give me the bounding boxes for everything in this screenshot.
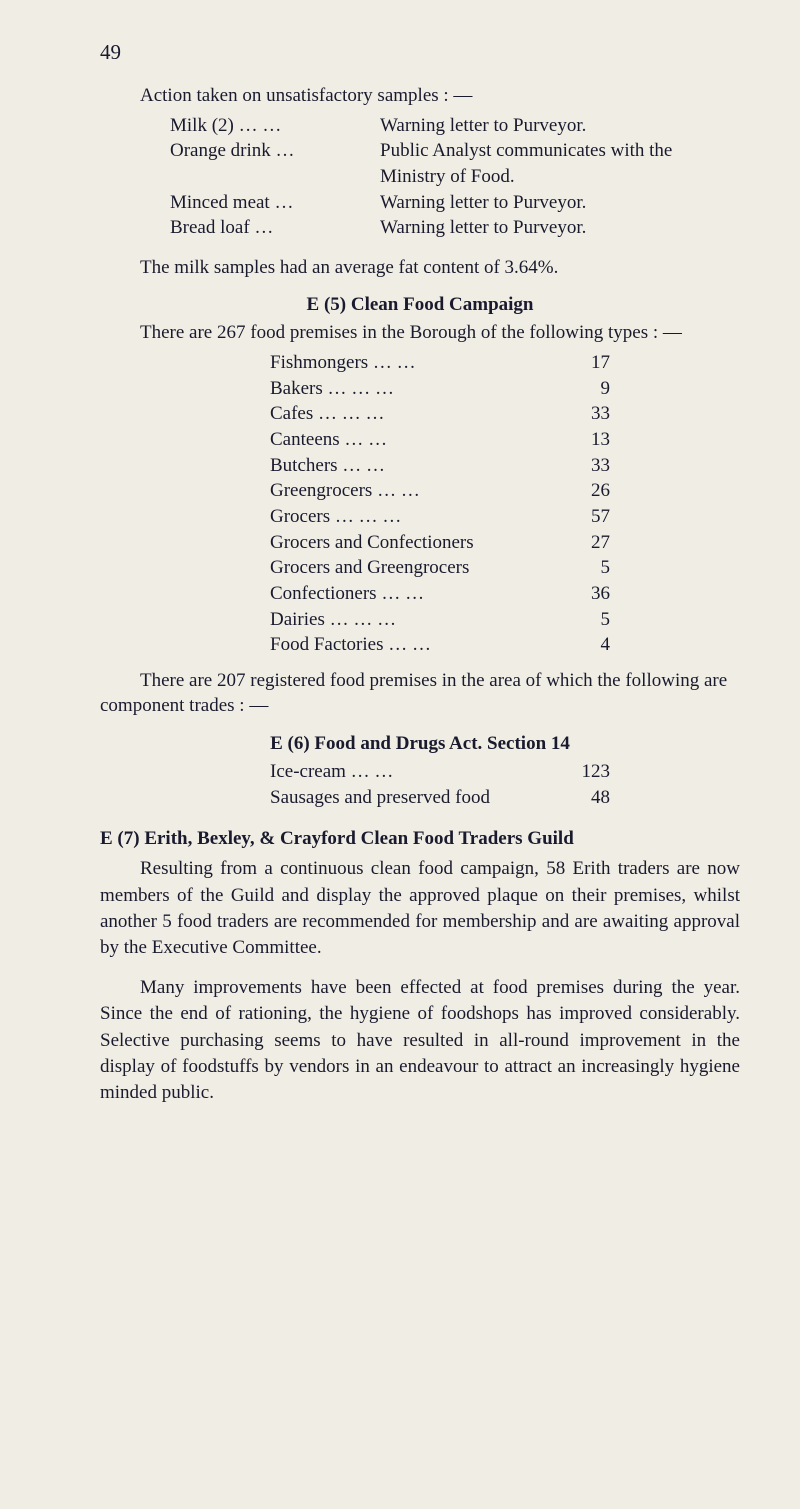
count-row: Fishmongers … … 17 xyxy=(270,350,740,376)
count-value: 27 xyxy=(560,530,610,556)
count-row: Bakers … … … 9 xyxy=(270,376,740,402)
action-row: Orange drink … Public Analyst communicat… xyxy=(170,138,740,189)
count-value: 17 xyxy=(560,350,610,376)
count-row: Grocers and Greengrocers 5 xyxy=(270,555,740,581)
count-value: 5 xyxy=(560,555,610,581)
action-item: Bread loaf … xyxy=(170,215,380,241)
count-label: Ice-cream … … xyxy=(270,759,560,785)
action-result: Warning letter to Purveyor. xyxy=(380,113,740,139)
count-value: 5 xyxy=(560,607,610,633)
count-row: Confectioners … … 36 xyxy=(270,581,740,607)
e6-count-list: Ice-cream … … 123 Sausages and preserved… xyxy=(270,759,740,810)
count-label: Sausages and preserved food xyxy=(270,785,560,811)
action-row: Bread loaf … Warning letter to Purveyor. xyxy=(170,215,740,241)
count-label: Cafes … … … xyxy=(270,401,560,427)
section-e5-outro: There are 207 registered food premises i… xyxy=(100,668,740,719)
count-label: Bakers … … … xyxy=(270,376,560,402)
milk-line: The milk samples had an average fat cont… xyxy=(100,255,740,281)
action-row: Milk (2) … … Warning letter to Purveyor. xyxy=(170,113,740,139)
action-item: Minced meat … xyxy=(170,190,380,216)
count-label: Confectioners … … xyxy=(270,581,560,607)
count-label: Fishmongers … … xyxy=(270,350,560,376)
count-value: 9 xyxy=(560,376,610,402)
count-row: Dairies … … … 5 xyxy=(270,607,740,633)
count-label: Canteens … … xyxy=(270,427,560,453)
count-label: Food Factories … … xyxy=(270,632,560,658)
count-value: 123 xyxy=(560,759,610,785)
e7-para1: Resulting from a continuous clean food c… xyxy=(100,856,740,961)
page-container: 49 Action taken on unsatisfactory sample… xyxy=(0,0,800,1170)
action-list: Milk (2) … … Warning letter to Purveyor.… xyxy=(170,113,740,241)
count-row: Ice-cream … … 123 xyxy=(270,759,740,785)
action-row: Minced meat … Warning letter to Purveyor… xyxy=(170,190,740,216)
count-value: 13 xyxy=(560,427,610,453)
count-row: Greengrocers … … 26 xyxy=(270,478,740,504)
e7-para2: Many improvements have been effected at … xyxy=(100,975,740,1106)
count-row: Butchers … … 33 xyxy=(270,453,740,479)
count-value: 33 xyxy=(560,453,610,479)
action-item: Orange drink … xyxy=(170,138,380,189)
page-number: 49 xyxy=(100,40,740,65)
intro-line: Action taken on unsatisfactory samples :… xyxy=(100,83,740,109)
count-row: Food Factories … … 4 xyxy=(270,632,740,658)
count-label: Grocers … … … xyxy=(270,504,560,530)
action-result: Warning letter to Purveyor. xyxy=(380,190,740,216)
action-result: Public Analyst communicates with the Min… xyxy=(380,138,740,189)
count-label: Butchers … … xyxy=(270,453,560,479)
count-label: Dairies … … … xyxy=(270,607,560,633)
count-value: 4 xyxy=(560,632,610,658)
count-label: Grocers and Confectioners xyxy=(270,530,560,556)
count-value: 57 xyxy=(560,504,610,530)
count-value: 26 xyxy=(560,478,610,504)
count-row: Grocers … … … 57 xyxy=(270,504,740,530)
section-e5-heading: E (5) Clean Food Campaign xyxy=(100,294,740,316)
e5-count-list: Fishmongers … … 17 Bakers … … … 9 Cafes … xyxy=(270,350,740,658)
count-row: Sausages and preserved food 48 xyxy=(270,785,740,811)
action-result: Warning letter to Purveyor. xyxy=(380,215,740,241)
count-value: 33 xyxy=(560,401,610,427)
count-row: Cafes … … … 33 xyxy=(270,401,740,427)
count-row: Canteens … … 13 xyxy=(270,427,740,453)
action-item: Milk (2) … … xyxy=(170,113,380,139)
count-value: 48 xyxy=(560,785,610,811)
count-row: Grocers and Confectioners 27 xyxy=(270,530,740,556)
count-label: Greengrocers … … xyxy=(270,478,560,504)
count-value: 36 xyxy=(560,581,610,607)
section-e6-heading: E (6) Food and Drugs Act. Section 14 xyxy=(100,733,740,755)
section-e5-intro: There are 267 food premises in the Borou… xyxy=(100,320,740,346)
count-label: Grocers and Greengrocers xyxy=(270,555,560,581)
section-e7-heading: E (7) Erith, Bexley, & Crayford Clean Fo… xyxy=(100,828,740,850)
